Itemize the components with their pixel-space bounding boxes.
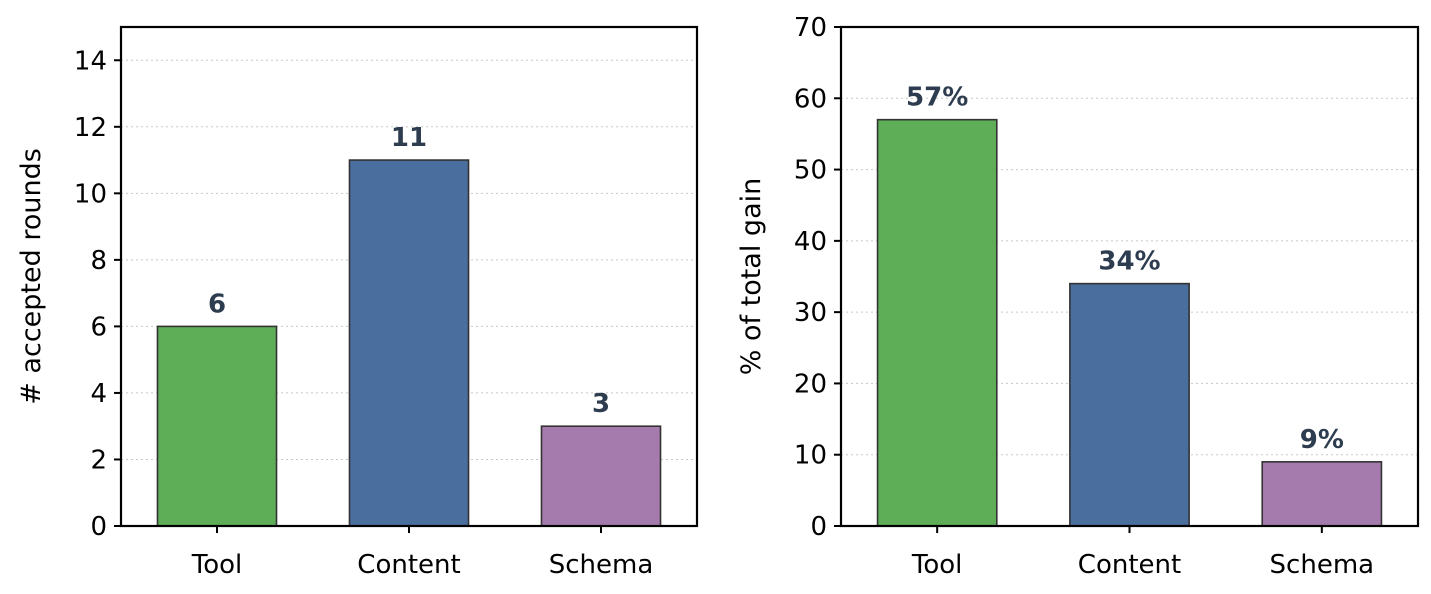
y-tick-label: 10 [74, 179, 107, 209]
y-tick-label: 4 [90, 379, 107, 409]
data-label-content: 34% [1098, 247, 1160, 277]
data-label-tool: 57% [906, 83, 968, 113]
bar-schema [540, 425, 662, 527]
y-tick-label: 50 [794, 156, 827, 186]
data-label-schema: 3 [592, 389, 610, 419]
y-tick-label: 30 [794, 298, 827, 328]
data-label-content: 11 [391, 123, 427, 153]
y-axis-title: # accepted rounds [16, 148, 47, 405]
y-tick-label: 12 [74, 113, 107, 143]
plot-frame [839, 25, 1420, 528]
data-label-schema: 9% [1300, 425, 1344, 455]
y-axis-title: % of total gain [736, 178, 767, 375]
bar-content [1069, 282, 1190, 527]
y-tick-label: 0 [810, 512, 827, 542]
y-tick-label: 10 [794, 441, 827, 471]
bar-tool [156, 325, 278, 527]
y-tick-label: 14 [74, 46, 107, 76]
y-tick-label: 0 [90, 512, 107, 542]
x-tick-label-tool: Tool [191, 550, 243, 580]
y-tick-label: 20 [794, 369, 827, 399]
bar-tool [876, 118, 998, 527]
y-tick-label: 60 [794, 84, 827, 114]
x-tick-label-schema: Schema [1270, 550, 1375, 580]
x-tick-label-content: Content [357, 550, 460, 580]
accepted-rounds-chart: 6 Tool 11 Content 3 Schema 0 2 4 6 8 10 12 14 # accept… [16, 25, 699, 580]
y-tick-label: 70 [794, 13, 827, 43]
total-gain-chart: 57% Tool 34% Content 9% Schema 0 10 20 30 40 50 60 70… [736, 13, 1420, 580]
y-tick-label: 2 [90, 445, 107, 475]
data-label-tool: 6 [208, 289, 226, 319]
bar-content [348, 159, 470, 527]
x-tick-label-tool: Tool [911, 550, 963, 580]
y-tick-label: 40 [794, 227, 827, 257]
plot-frame [119, 25, 699, 528]
bar-schema [1261, 461, 1383, 527]
x-tick-label-schema: Schema [549, 550, 654, 580]
y-tick-label: 6 [90, 312, 107, 342]
y-tick-label: 8 [90, 246, 107, 276]
x-tick-label-content: Content [1078, 550, 1181, 580]
